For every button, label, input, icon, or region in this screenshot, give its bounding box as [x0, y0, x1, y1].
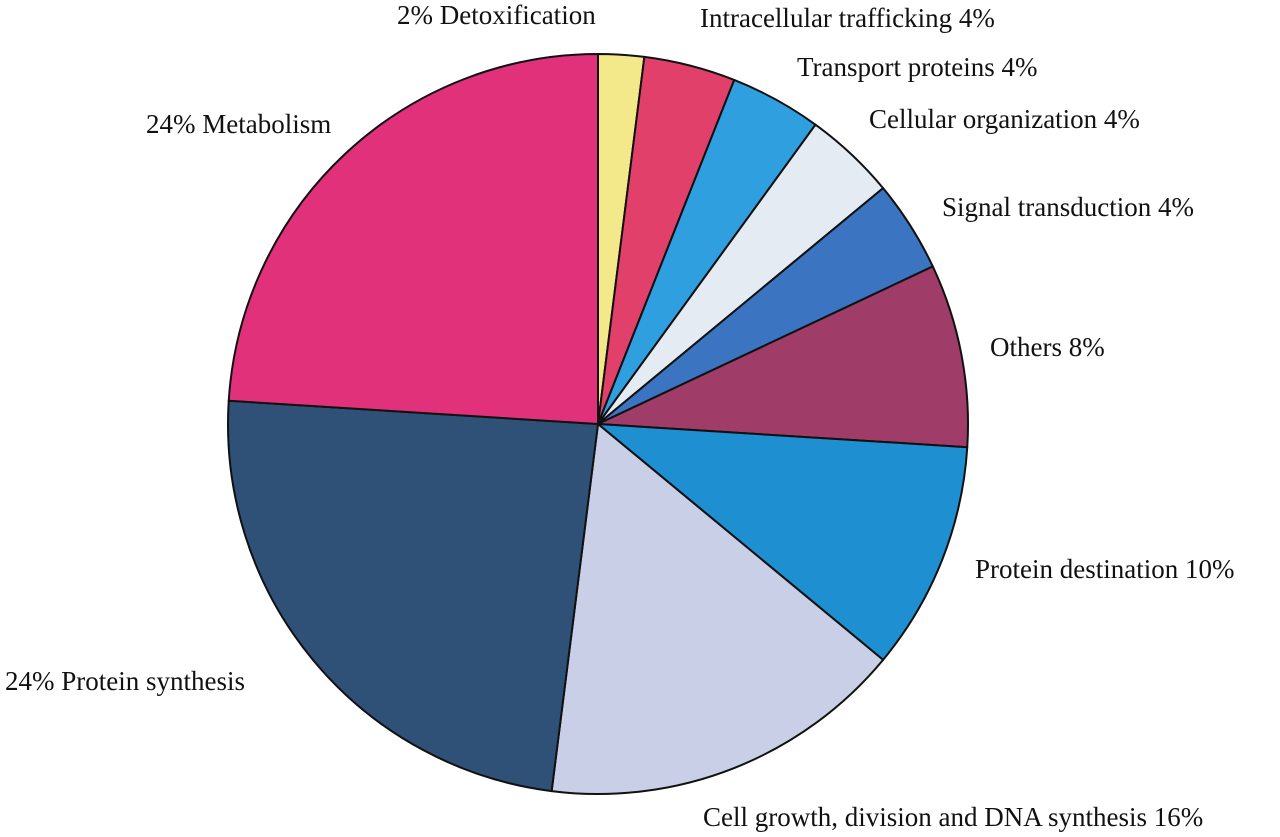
pie-slice-protein-synthesis: [227, 399, 599, 793]
label-detoxification: 2% Detoxification: [397, 0, 596, 30]
label-cell-growth: Cell growth, division and DNA synthesis …: [703, 802, 1203, 832]
pie-slice-cell-growth-division-and-dna-synthesis: [550, 423, 885, 795]
label-intracellular-trafficking: Intracellular trafficking 4%: [700, 3, 995, 33]
label-signal-transduction: Signal transduction 4%: [942, 192, 1194, 222]
pie-slice-protein-destination: [597, 423, 969, 661]
pie-slice-metabolism: [227, 53, 599, 425]
label-transport-proteins: Transport proteins 4%: [797, 52, 1038, 82]
pie-slices: [227, 53, 969, 795]
label-others: Others 8%: [990, 332, 1105, 362]
pie-labels: 2% Detoxification Intracellular traffick…: [5, 0, 1234, 832]
label-protein-synthesis: 24% Protein synthesis: [5, 666, 245, 696]
pie-slice-others: [597, 265, 969, 449]
label-protein-destination: Protein destination 10%: [975, 554, 1234, 584]
label-cellular-organization: Cellular organization 4%: [869, 104, 1140, 134]
label-metabolism: 24% Metabolism: [146, 109, 331, 139]
